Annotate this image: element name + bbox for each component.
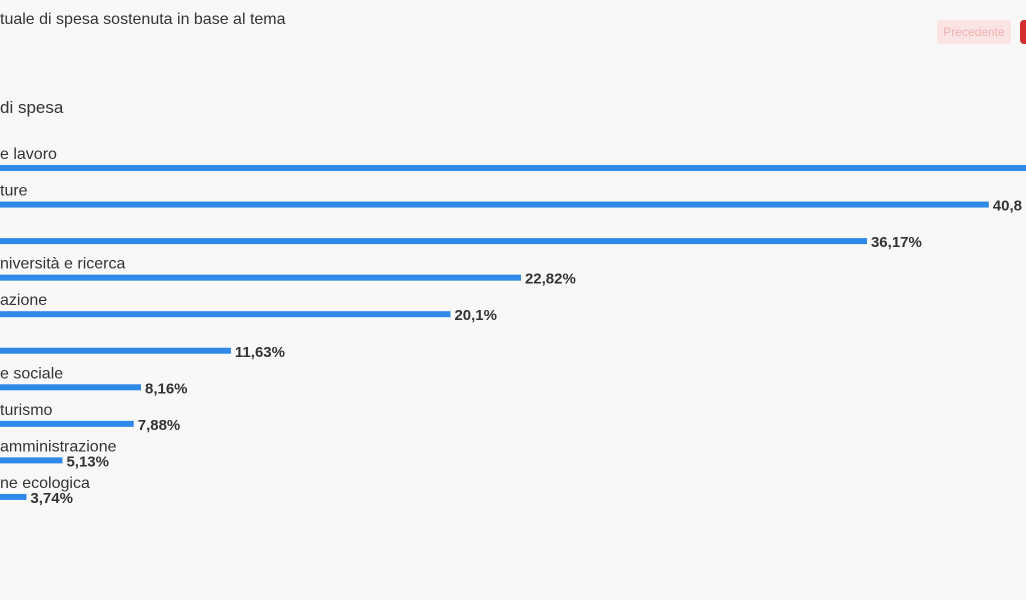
category-label: ture bbox=[0, 183, 28, 200]
category-label: azione bbox=[0, 292, 47, 309]
value-label: 7,88% bbox=[138, 417, 181, 434]
bar bbox=[0, 420, 134, 427]
next-button[interactable] bbox=[1020, 20, 1026, 44]
bar bbox=[0, 165, 1026, 171]
subtitle: di spesa bbox=[0, 98, 64, 117]
bar bbox=[0, 457, 63, 464]
value-label: 3,74% bbox=[30, 490, 73, 507]
category-label: amministrazione bbox=[0, 438, 117, 455]
value-label: 8,16% bbox=[145, 380, 188, 397]
category-label: niversità e ricerca bbox=[0, 256, 125, 273]
prev-button-label[interactable]: Precedente bbox=[943, 25, 1005, 39]
bar bbox=[0, 384, 141, 391]
category-label: e lavoro bbox=[0, 146, 57, 163]
category-label: turismo bbox=[0, 402, 53, 419]
prev-button[interactable] bbox=[937, 20, 1011, 44]
bar bbox=[0, 201, 989, 208]
category-label: ne ecologica bbox=[0, 475, 90, 492]
bar bbox=[0, 493, 27, 500]
value-label: 36,17% bbox=[871, 234, 922, 251]
value-label: 11,63% bbox=[235, 344, 285, 361]
title: tuale di spesa sostenuta in base al tema bbox=[0, 11, 286, 28]
bar bbox=[0, 347, 231, 354]
category-label: e sociale bbox=[0, 365, 63, 382]
bar bbox=[0, 274, 521, 281]
value-label: 20,1% bbox=[454, 307, 497, 324]
value-label: 5,13% bbox=[66, 453, 109, 470]
bar bbox=[0, 311, 451, 318]
value-label: 40,8 bbox=[993, 198, 1022, 215]
value-label: 22,82% bbox=[525, 271, 576, 288]
bar bbox=[0, 238, 867, 245]
